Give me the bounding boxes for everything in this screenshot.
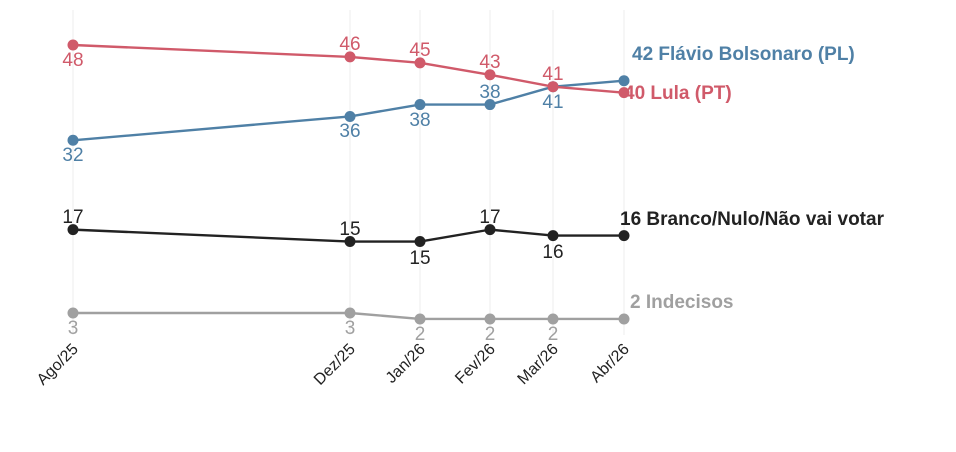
x-tick-label: Fev/26 [452,341,499,388]
series-line [72,79,625,142]
series-1: 32 36 38 38 41 42 Flávio Bolsonaro (PL) [62,44,854,166]
data-point [414,57,426,69]
series-line [73,311,624,321]
data-label: 45 [409,40,430,61]
data-point [484,69,496,81]
data-point [547,313,559,325]
x-tick-label: Jan/26 [383,341,429,387]
series-line [72,228,624,243]
series-end-label: 16 Branco/Nulo/Não vai votar [620,209,885,230]
data-point [344,307,356,319]
data-label: 2 [548,324,559,345]
data-point [484,224,496,236]
data-label: 16 [542,242,563,263]
data-label: 41 [542,92,563,113]
x-axis-ticks: Ago/25 Dez/25 Jan/26 Fev/26 Mar/26 Abr/26 [34,341,633,389]
data-point [618,75,630,87]
x-tick-label: Dez/25 [311,341,359,389]
data-label: 43 [479,52,500,73]
data-label: 32 [62,145,83,166]
data-label: 41 [542,64,563,85]
data-point [618,87,630,99]
data-label: 38 [409,110,430,131]
data-point [344,51,356,63]
data-point [618,230,630,242]
data-point [547,81,559,93]
data-label: 15 [409,248,430,269]
data-point [414,99,426,111]
data-point [67,307,79,319]
data-point [67,134,79,146]
data-point [484,313,496,325]
data-label: 36 [339,121,360,142]
series-0: 48 46 45 43 41 40 Lula (PT) [62,34,731,104]
data-label: 3 [68,318,79,339]
x-tick-label: Mar/26 [515,341,562,388]
data-point [484,99,496,111]
series-2: 17 15 15 17 16 16 Branco/Nulo/Não vai votar [62,207,884,269]
data-label: 2 [485,324,496,345]
series-end-label: 42 Flávio Bolsonaro (PL) [632,44,855,65]
data-label: 15 [339,219,360,240]
data-point [344,110,356,122]
series-end-label: 40 Lula (PT) [624,83,732,104]
data-point [547,230,559,242]
data-label: 38 [479,82,500,103]
series-3: 3 3 2 2 2 2 Indecisos [67,292,734,345]
data-point [67,224,79,236]
data-label: 2 [415,324,426,345]
data-label: 3 [345,318,356,339]
data-point [618,313,630,325]
x-tick-label: Abr/26 [587,341,632,386]
data-point [344,236,356,248]
data-label: 17 [479,207,500,228]
series-end-label: 2 Indecisos [630,292,734,313]
data-point [414,313,426,325]
data-label: 48 [62,50,83,71]
series-line [72,43,625,94]
x-tick-label: Ago/25 [34,341,82,389]
data-label: 46 [339,34,360,55]
data-point [67,39,79,51]
data-point [414,236,426,248]
data-label: 17 [62,207,83,228]
